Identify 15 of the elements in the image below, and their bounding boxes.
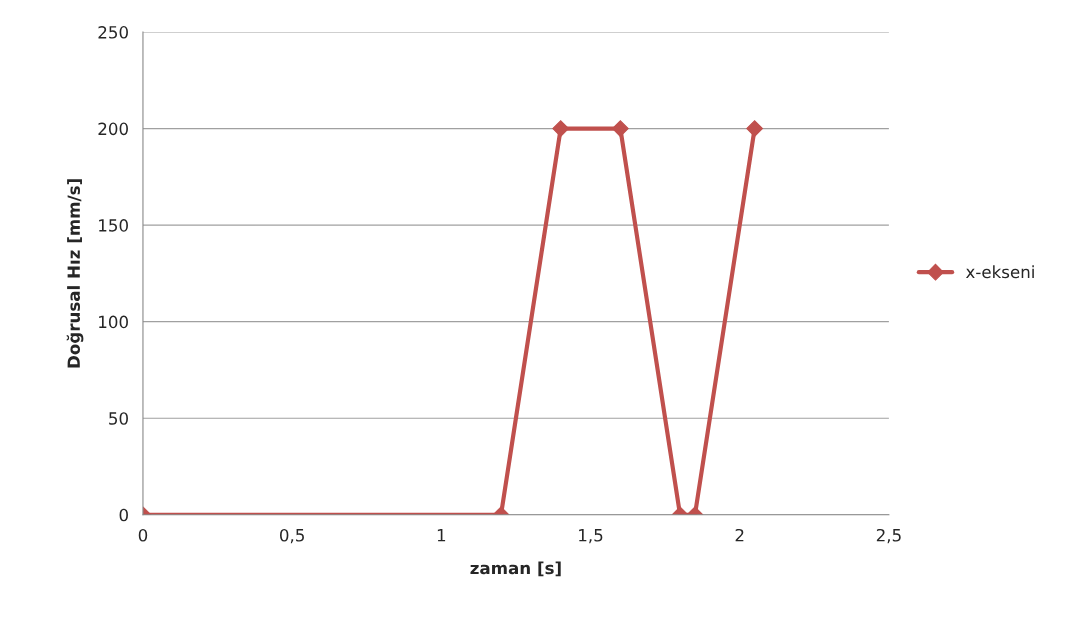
x-tick-label: 1,5	[579, 529, 603, 544]
x-tick-label: 0	[138, 528, 148, 542]
x-tick-label: 0,5	[280, 528, 304, 544]
legend-label: x-ekseni	[965, 265, 1034, 279]
x-tick-label: 1	[437, 529, 446, 542]
y-axis-title: Doğrusal Hız [mm/s]	[66, 179, 84, 368]
y-tick-label: 100	[99, 315, 128, 329]
x-tick-label: 2,5	[876, 528, 901, 544]
y-tick-label: 50	[109, 412, 128, 425]
y-tick-label: 0	[119, 508, 128, 522]
y-tick-label: 200	[98, 122, 128, 136]
y-tick-label: 250	[98, 26, 128, 39]
y-tick-label: 150	[99, 219, 128, 232]
x-tick-label: 2	[735, 528, 744, 542]
x-axis-title: zaman [s]	[470, 561, 561, 577]
